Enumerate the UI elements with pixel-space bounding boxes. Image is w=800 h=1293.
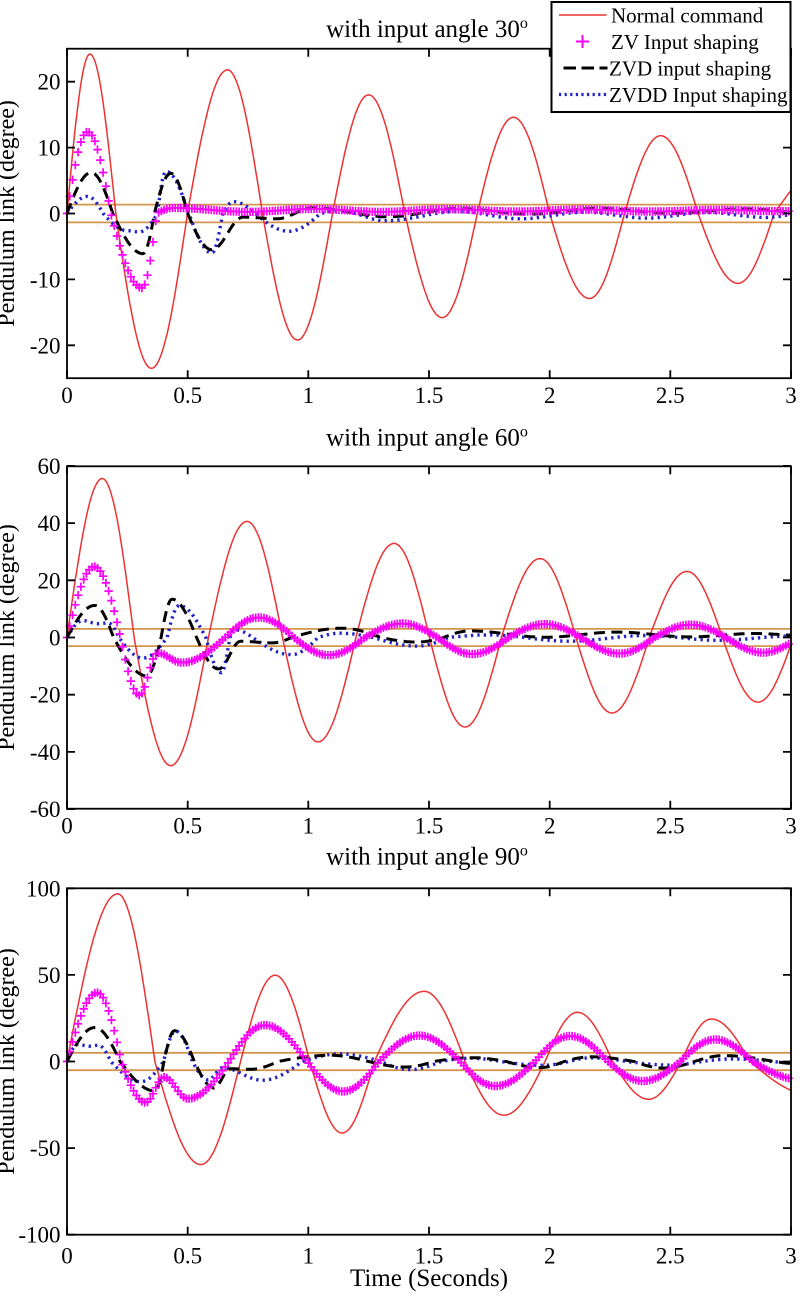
svg-text:1.5: 1.5 xyxy=(415,814,444,839)
svg-text:Pendulum link (degree): Pendulum link (degree) xyxy=(0,948,20,1175)
svg-text:3: 3 xyxy=(785,383,797,408)
svg-text:-20: -20 xyxy=(30,683,61,708)
svg-text:40: 40 xyxy=(38,511,61,536)
svg-text:-60: -60 xyxy=(30,797,61,822)
svg-text:with input angle 60o: with input angle 60o xyxy=(326,424,528,452)
svg-text:-50: -50 xyxy=(30,1136,61,1161)
svg-text:1: 1 xyxy=(303,814,315,839)
svg-text:with input angle 30o: with input angle 30o xyxy=(326,15,528,43)
svg-text:50: 50 xyxy=(38,963,61,988)
svg-text:Pendulum link (degree): Pendulum link (degree) xyxy=(0,524,20,751)
svg-text:ZV Input shaping: ZV Input shaping xyxy=(611,30,759,54)
svg-text:0.5: 0.5 xyxy=(173,1244,202,1269)
svg-text:-10: -10 xyxy=(30,267,61,292)
svg-text:2.5: 2.5 xyxy=(656,1244,685,1269)
svg-text:with input angle 90o: with input angle 90o xyxy=(326,843,528,871)
svg-text:2.5: 2.5 xyxy=(656,383,685,408)
svg-text:0: 0 xyxy=(49,1050,61,1075)
svg-text:0: 0 xyxy=(49,626,61,651)
svg-text:3: 3 xyxy=(785,814,797,839)
svg-text:1.5: 1.5 xyxy=(415,1244,444,1269)
svg-text:-40: -40 xyxy=(30,740,61,765)
svg-text:0.5: 0.5 xyxy=(173,814,202,839)
svg-text:10: 10 xyxy=(38,136,61,161)
svg-text:3: 3 xyxy=(785,1244,797,1269)
svg-text:Pendulum link (degree): Pendulum link (degree) xyxy=(0,100,20,327)
svg-text:1: 1 xyxy=(303,383,315,408)
svg-text:60: 60 xyxy=(38,454,61,479)
svg-text:1: 1 xyxy=(303,1244,315,1269)
svg-text:0: 0 xyxy=(49,202,61,227)
svg-text:-20: -20 xyxy=(30,333,61,358)
svg-text:Time (Seconds): Time (Seconds) xyxy=(350,1265,508,1292)
svg-text:2.5: 2.5 xyxy=(656,814,685,839)
svg-text:2: 2 xyxy=(544,1244,556,1269)
svg-text:-100: -100 xyxy=(18,1223,60,1248)
svg-text:1.5: 1.5 xyxy=(415,383,444,408)
svg-text:2: 2 xyxy=(544,383,556,408)
svg-text:Normal command: Normal command xyxy=(611,4,764,28)
svg-text:20: 20 xyxy=(38,568,61,593)
svg-text:2: 2 xyxy=(544,814,556,839)
svg-text:ZVDD Input shaping: ZVDD Input shaping xyxy=(609,83,788,107)
svg-text:ZVD input shaping: ZVD input shaping xyxy=(609,57,772,81)
svg-text:100: 100 xyxy=(26,876,61,901)
svg-text:20: 20 xyxy=(38,70,61,95)
svg-text:0: 0 xyxy=(61,1244,73,1269)
svg-text:0: 0 xyxy=(61,814,73,839)
svg-text:0.5: 0.5 xyxy=(173,383,202,408)
svg-text:0: 0 xyxy=(61,383,73,408)
